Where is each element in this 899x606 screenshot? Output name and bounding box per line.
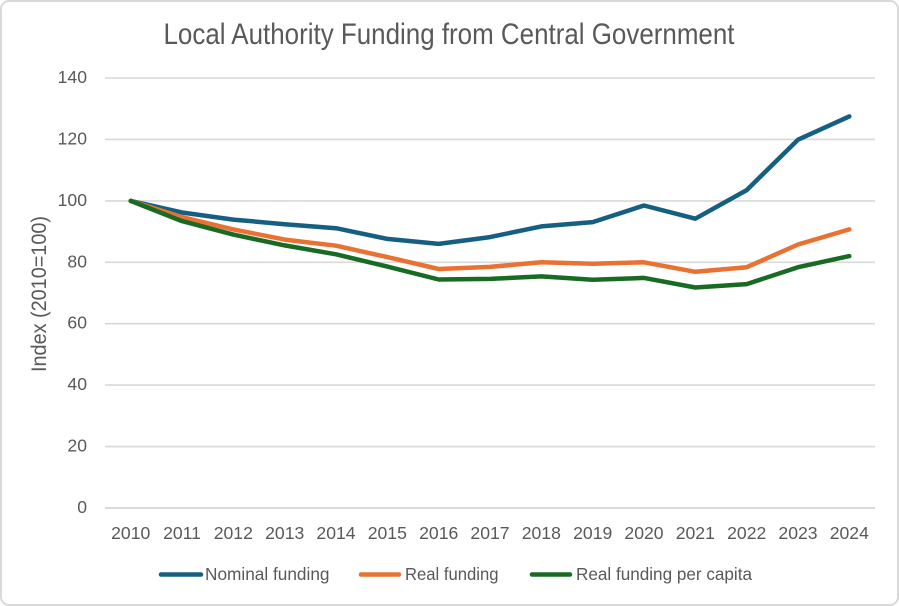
svg-text:2022: 2022 [727, 523, 766, 543]
svg-text:60: 60 [67, 313, 87, 333]
svg-text:Nominal funding: Nominal funding [205, 564, 330, 584]
svg-text:Real funding: Real funding [405, 564, 499, 584]
svg-text:2013: 2013 [265, 523, 304, 543]
svg-text:2023: 2023 [778, 523, 817, 543]
svg-text:2024: 2024 [830, 523, 869, 543]
svg-text:120: 120 [58, 128, 88, 148]
svg-text:2016: 2016 [419, 523, 458, 543]
svg-text:0: 0 [77, 497, 87, 517]
svg-text:Index (2010=100): Index (2010=100) [28, 216, 51, 372]
svg-text:Local Authority Funding from C: Local Authority Funding from Central Gov… [164, 18, 736, 51]
svg-text:2017: 2017 [470, 523, 509, 543]
svg-text:2018: 2018 [522, 523, 561, 543]
svg-text:2011: 2011 [163, 523, 201, 543]
svg-text:80: 80 [67, 251, 87, 271]
svg-text:40: 40 [67, 374, 87, 394]
svg-text:2014: 2014 [316, 523, 355, 543]
svg-text:Real funding per capita: Real funding per capita [576, 564, 752, 584]
svg-text:20: 20 [67, 436, 87, 456]
svg-text:100: 100 [58, 190, 88, 210]
svg-text:2012: 2012 [214, 523, 253, 543]
svg-text:2015: 2015 [368, 523, 407, 543]
svg-text:140: 140 [58, 67, 88, 87]
svg-text:2019: 2019 [573, 523, 612, 543]
svg-text:2020: 2020 [624, 523, 663, 543]
svg-text:2010: 2010 [111, 523, 150, 543]
svg-text:2021: 2021 [676, 523, 715, 543]
